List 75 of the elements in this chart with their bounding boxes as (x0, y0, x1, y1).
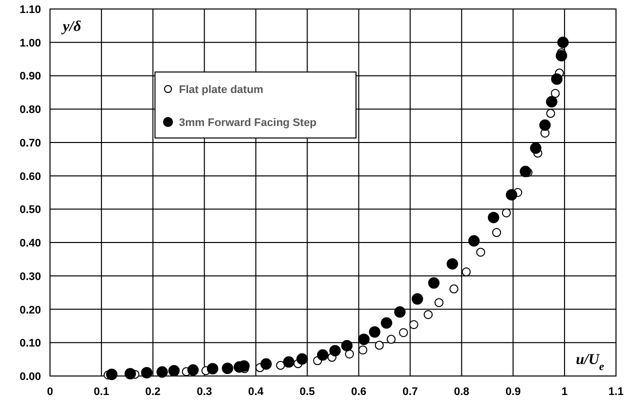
point (329, 344, 341, 356)
point (409, 320, 418, 330)
x-tick-label: 0.6 (351, 386, 366, 398)
point (206, 362, 218, 374)
x-axis-title: u/U$_{e}$ (576, 352, 604, 373)
x-tick-label: 0.8 (454, 386, 470, 398)
point (106, 368, 118, 380)
y-tick-label: 1.00 (20, 37, 41, 50)
point (276, 360, 286, 370)
point (374, 340, 384, 350)
point (260, 358, 272, 370)
point (539, 119, 551, 131)
point (502, 208, 511, 218)
legend-label: 3mm Forward Facing Step (179, 117, 317, 129)
x-tick-label: 0.3 (196, 386, 212, 398)
point (449, 284, 458, 294)
x-tick-label: 1 (561, 386, 568, 398)
point (546, 108, 556, 118)
point (550, 88, 560, 98)
point (520, 166, 532, 178)
point (557, 36, 569, 48)
point (368, 326, 380, 338)
point (296, 353, 308, 365)
y-tick-label: 0.30 (20, 270, 41, 283)
point (344, 349, 354, 358)
y-tick-label: 0.50 (20, 204, 41, 216)
x-tick-label: 0.7 (402, 386, 418, 398)
point (428, 277, 440, 289)
point (394, 306, 406, 318)
point (156, 366, 168, 378)
x-tick-label: 0.1 (94, 386, 110, 398)
point (556, 50, 568, 62)
point (358, 345, 368, 354)
point (386, 334, 396, 344)
point (222, 362, 234, 374)
y-tick-label: 0.00 (20, 371, 41, 383)
point (424, 310, 433, 320)
point (341, 340, 353, 352)
y-tick-label: 0.20 (20, 304, 41, 316)
point (506, 189, 518, 201)
x-tick-label: 0.2 (145, 386, 161, 398)
y-tick-label: 1.10 (20, 4, 41, 16)
x-tick-label: 0.9 (505, 386, 521, 398)
point (546, 96, 558, 108)
y-tick-label: 0.40 (20, 238, 41, 250)
x-tick-label: 0.4 (248, 386, 264, 398)
point (380, 317, 392, 329)
point (317, 349, 328, 361)
point (446, 258, 458, 270)
point (358, 334, 370, 345)
point (488, 212, 500, 224)
x-tick-label: 1.1 (608, 386, 624, 398)
point (476, 248, 486, 257)
point (492, 228, 502, 238)
point (412, 293, 424, 305)
point (551, 73, 563, 85)
point (187, 364, 199, 376)
point (124, 368, 136, 380)
y-tick-label: 0.70 (20, 137, 41, 150)
point (468, 235, 480, 247)
y-tick-label: 0.90 (20, 70, 41, 83)
point (398, 328, 408, 338)
point (168, 364, 180, 376)
y-tick-label: 0.10 (20, 338, 41, 350)
point (283, 356, 294, 368)
point (141, 366, 152, 378)
y-tick-label: 0.60 (20, 170, 41, 183)
point (462, 267, 471, 276)
y-tick-label: 0.80 (20, 104, 41, 116)
legend-label: Flat plate datum (179, 84, 264, 96)
x-tick-label: 0 (46, 386, 54, 398)
y-axis-title: y/δ (60, 19, 82, 35)
x-tick-label: 0.5 (300, 386, 315, 398)
point (530, 142, 542, 154)
point (434, 298, 444, 308)
